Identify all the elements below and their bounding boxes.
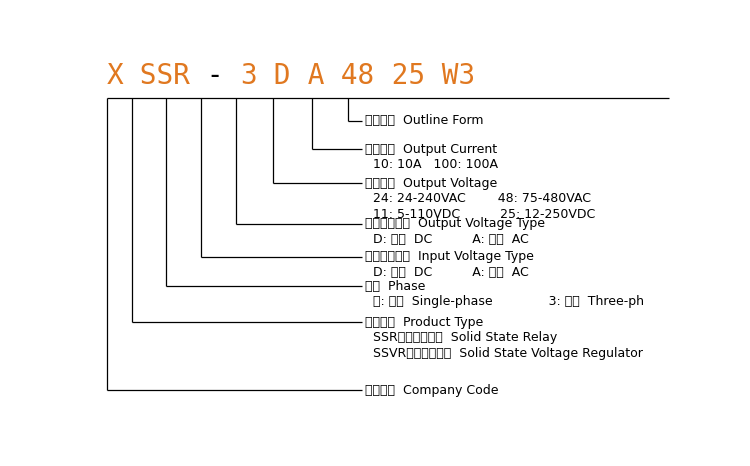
Text: 无: 单相  Single-phase              3: 三相  Three-ph: 无: 单相 Single-phase 3: 三相 Three-ph	[373, 295, 644, 308]
Text: SSR：固态继电器  Solid State Relay: SSR：固态继电器 Solid State Relay	[373, 331, 557, 344]
Text: 产品类型  Product Type: 产品类型 Product Type	[364, 315, 483, 329]
Text: A: A	[291, 62, 324, 89]
Text: SSVR：固态调压器  Solid State Voltage Regulator: SSVR：固态调压器 Solid State Voltage Regulator	[373, 347, 643, 360]
Text: 企业代号  Company Code: 企业代号 Company Code	[364, 384, 498, 397]
Text: D: D	[257, 62, 291, 89]
Text: SSR: SSR	[123, 62, 190, 89]
Text: 11: 5-110VDC          25: 12-250VDC: 11: 5-110VDC 25: 12-250VDC	[373, 208, 595, 221]
Text: D: 直流  DC          A: 交流  AC: D: 直流 DC A: 交流 AC	[373, 266, 529, 279]
Text: W3: W3	[424, 62, 475, 89]
Text: 输出电压  Output Voltage: 输出电压 Output Voltage	[364, 177, 496, 190]
Text: 48: 48	[324, 62, 374, 89]
Text: 相数  Phase: 相数 Phase	[364, 280, 425, 293]
Text: -: -	[190, 62, 241, 89]
Text: 25: 25	[374, 62, 424, 89]
Text: D: 直流  DC          A: 交流  AC: D: 直流 DC A: 交流 AC	[373, 233, 529, 246]
Text: 24: 24-240VAC        48: 75-480VAC: 24: 24-240VAC 48: 75-480VAC	[373, 192, 591, 205]
Text: 输入电压类型  Input Voltage Type: 输入电压类型 Input Voltage Type	[364, 250, 533, 263]
Text: 输出电压类型  Output Voltage Type: 输出电压类型 Output Voltage Type	[364, 217, 544, 230]
Text: 10: 10A   100: 100A: 10: 10A 100: 100A	[373, 158, 498, 171]
Text: 输出电流  Output Current: 输出电流 Output Current	[364, 143, 496, 156]
Text: X: X	[106, 62, 123, 89]
Text: 3: 3	[241, 62, 257, 89]
Text: 外形样式  Outline Form: 外形样式 Outline Form	[364, 114, 483, 127]
